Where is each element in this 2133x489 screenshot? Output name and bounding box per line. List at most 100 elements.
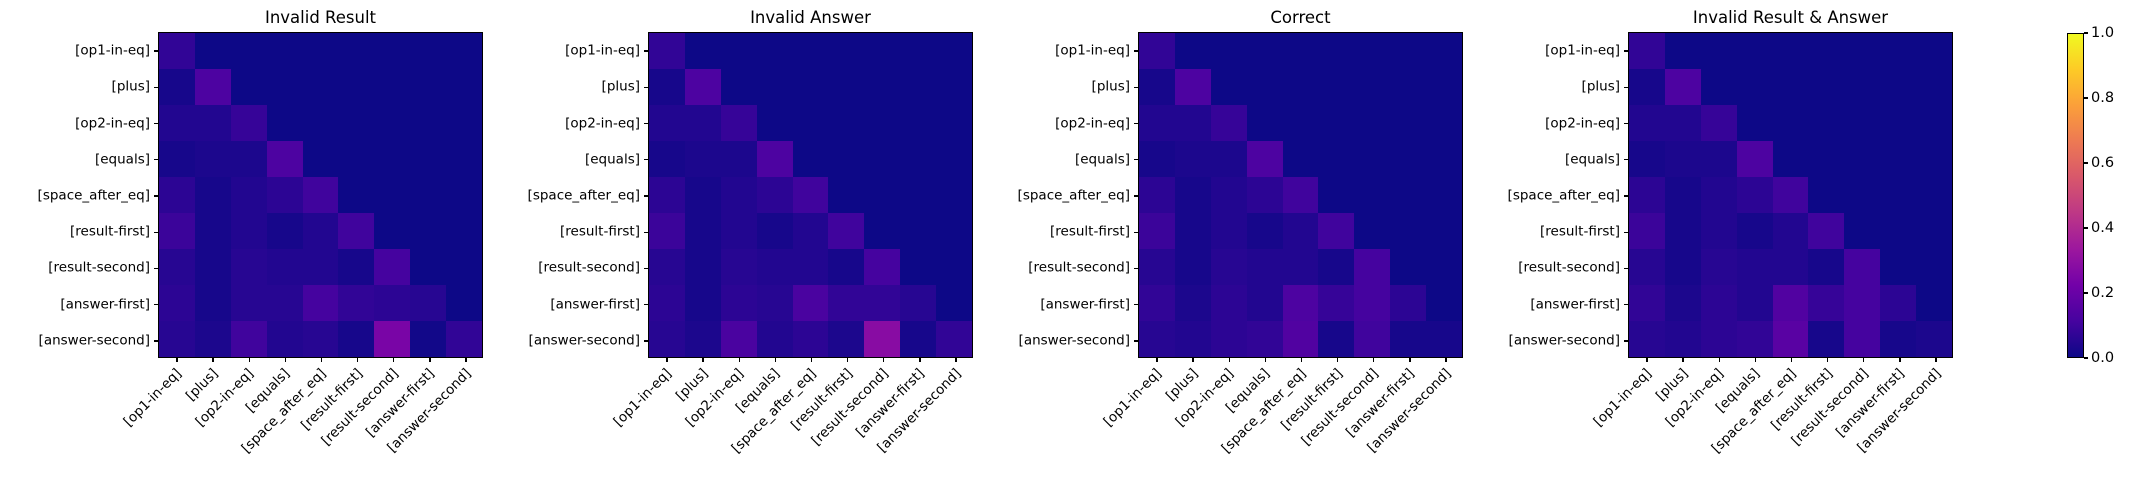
y-tick-mark: [1624, 303, 1629, 306]
heatmap-cell: [828, 249, 865, 285]
heatmap-cell: [1174, 141, 1211, 177]
heatmap-cell: [864, 321, 901, 357]
heatmap-cell: [756, 213, 793, 249]
heatmap-cell: [194, 141, 231, 177]
heatmap-cell: [1282, 285, 1319, 321]
heatmap-cell: [1246, 69, 1283, 105]
heatmap-cell: [266, 249, 303, 285]
colorbar: 0.0 0.2 0.4 0.6 0.8 1.0: [2067, 26, 2114, 365]
heatmap-cell: [1916, 69, 1952, 105]
heatmap-cell: [1772, 321, 1809, 357]
heatmap-cell: [792, 213, 829, 249]
x-tick-mark: [429, 357, 431, 362]
heatmap-cell: [446, 105, 482, 141]
y-tick-mark: [644, 231, 649, 233]
heatmap-cell: [649, 69, 685, 105]
heatmap-cell: [792, 321, 829, 357]
heatmap-cell: [649, 213, 685, 249]
heatmap-cell: [374, 105, 411, 141]
heatmap-cell: [1282, 249, 1319, 285]
heatmap-cell: [828, 33, 865, 69]
heatmap-cell: [374, 69, 411, 105]
x-tick-mark: [955, 357, 957, 362]
y-tick-label: [result-second]: [1028, 259, 1130, 276]
heatmap-cell: [1318, 141, 1355, 177]
heatmap-cell: [1354, 33, 1391, 69]
y-tick-label: [space_after_eq]: [1507, 187, 1620, 204]
heatmap-cell: [1664, 177, 1701, 213]
y-tick-label: [result-first]: [70, 223, 150, 240]
colorbar-tick-label: 0.4: [2091, 219, 2115, 236]
heatmap-cell: [446, 213, 482, 249]
heatmap-cell: [302, 177, 339, 213]
heatmap-cell: [159, 33, 195, 69]
x-tick-mark: [465, 357, 467, 362]
heatmap-cell: [1700, 69, 1737, 105]
heatmap-cell: [792, 249, 829, 285]
y-tick-label: [equals]: [94, 151, 150, 168]
heatmap-cell: [1354, 321, 1391, 357]
heatmap-cell: [159, 285, 195, 321]
heatmap-cell: [302, 249, 339, 285]
x-tick-mark: [1718, 357, 1720, 362]
heatmap-cell: [1844, 33, 1881, 69]
heatmap-cell: [1880, 105, 1917, 141]
heatmap-cell: [828, 105, 865, 141]
heatmap-cell: [1808, 249, 1845, 285]
x-tick-mark: [284, 357, 287, 362]
heatmap-cell: [1844, 69, 1881, 105]
x-tick-mark: [666, 357, 668, 362]
heatmap-cell: [649, 33, 685, 69]
subplot-title: Invalid Answer: [750, 7, 871, 27]
y-tick-mark: [1624, 340, 1629, 342]
heatmap-cell: [1916, 177, 1952, 213]
heatmap-cell: [1174, 285, 1211, 321]
heatmap-cell: [720, 321, 757, 357]
heatmap-cell: [1426, 177, 1462, 213]
x-tick-mark: [176, 357, 178, 362]
heatmap-cell: [1354, 69, 1391, 105]
colorbar-tick-label: 0.6: [2091, 154, 2115, 171]
heatmap-cell: [1916, 105, 1952, 141]
heatmap-cell: [1629, 213, 1665, 249]
heatmap-cell: [1916, 249, 1952, 285]
y-tick-mark: [1624, 159, 1629, 161]
heatmap-cell: [1390, 33, 1427, 69]
heatmap-cell: [1139, 69, 1175, 105]
x-tick-mark: [1192, 357, 1194, 362]
heatmap-cell: [1808, 321, 1845, 357]
y-tick-label: [op1-in-eq]: [565, 42, 640, 59]
colorbar-tick-mark: [2084, 357, 2088, 359]
heatmap-cell: [1139, 213, 1175, 249]
heatmap-cell: [374, 141, 411, 177]
heatmap-cell: [1629, 105, 1665, 141]
heatmap-cell: [936, 69, 972, 105]
heatmap-cell: [230, 249, 267, 285]
heatmap-cell: [338, 321, 375, 357]
heatmap-axes: [op1-in-eq] [op1-in-eq] [plus] [plus] [op2-i…: [1508, 32, 1953, 456]
heatmap-axes: [op1-in-eq] [op1-in-eq] [plus] [plus] [op2-i…: [528, 32, 973, 456]
heatmap-cell: [338, 285, 375, 321]
heatmap-cell: [1880, 213, 1917, 249]
heatmap-cell: [1700, 105, 1737, 141]
heatmap-cell: [1246, 33, 1283, 69]
heatmap-cell: [936, 33, 972, 69]
heatmap-cell: [1426, 69, 1462, 105]
heatmap-cell: [1318, 33, 1355, 69]
heatmap-cells: [649, 33, 972, 357]
heatmap-cell: [410, 141, 447, 177]
x-tick-mark: [1826, 357, 1829, 362]
y-tick-label: [op1-in-eq]: [1055, 42, 1130, 59]
y-tick-label: [result-second]: [48, 259, 150, 276]
heatmap-cell: [1174, 249, 1211, 285]
heatmap-cell: [1808, 33, 1845, 69]
y-tick-label: [answer-first]: [60, 295, 150, 312]
colorbar-tick-label: 0.2: [2091, 284, 2115, 301]
heatmap-cell: [1426, 141, 1462, 177]
heatmap-cell: [1390, 141, 1427, 177]
heatmap-cell: [649, 321, 685, 357]
heatmap-cell: [1390, 105, 1427, 141]
heatmap-cell: [1318, 213, 1355, 249]
heatmap-cell: [1844, 141, 1881, 177]
heatmap-cell: [1664, 141, 1701, 177]
